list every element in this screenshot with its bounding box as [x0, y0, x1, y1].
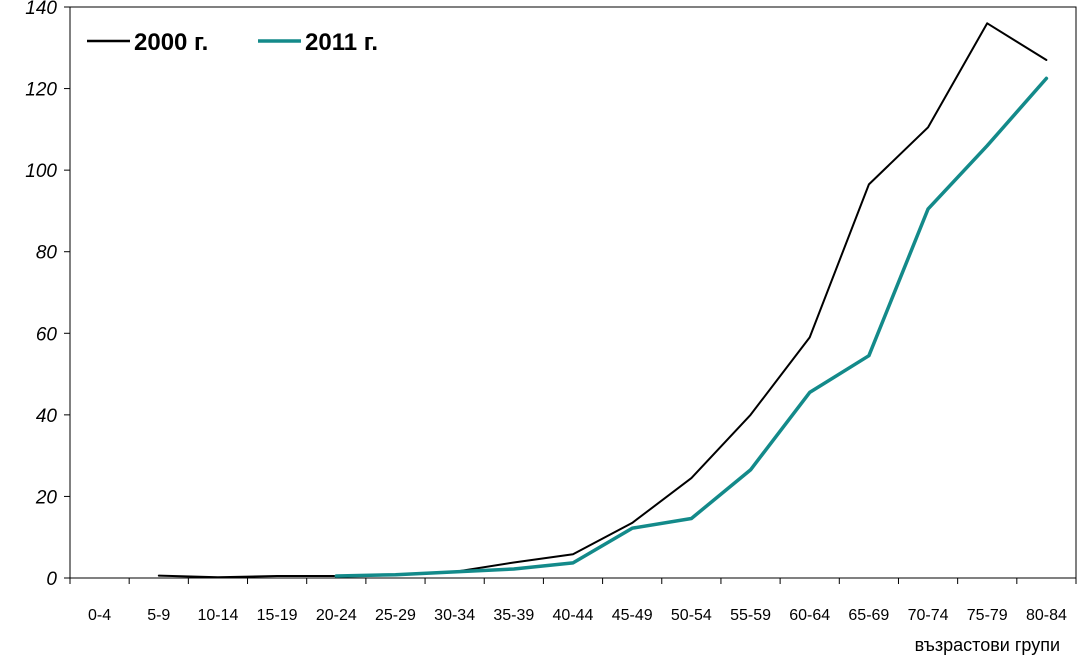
x-tick-label: 70-74 [908, 607, 949, 624]
x-tick-label: 0-4 [88, 607, 111, 624]
x-tick-label: 25-29 [375, 607, 416, 624]
x-tick-label: 50-54 [671, 607, 712, 624]
series-line-1 [157, 22, 1048, 579]
x-tick-label: 65-69 [848, 607, 889, 624]
plot-frame [69, 6, 1077, 579]
x-axis-label: възрастови групи [915, 635, 1060, 655]
x-tick-label: 5-9 [147, 607, 170, 624]
legend-label-2: 2011 г. [305, 29, 378, 56]
x-tick-label: 75-79 [967, 607, 1008, 624]
y-tick-label: 80 [36, 243, 58, 264]
x-tick-label: 55-59 [730, 607, 771, 624]
y-tick-label: 40 [36, 406, 58, 427]
series-lines [157, 22, 1049, 579]
x-tick-label: 35-39 [493, 607, 534, 624]
x-tick-label: 80-84 [1026, 607, 1067, 624]
y-tick-label: 140 [25, 0, 57, 19]
x-tick-label: 10-14 [197, 607, 238, 624]
x-axis-ticks: 0-4 5-9 10-14 15-19 20-24 25-29 30-34 35-39 40-4… [69, 578, 1077, 624]
legend: 2000 г. 2011 г. [87, 29, 378, 56]
x-tick-label: 60-64 [789, 607, 830, 624]
legend-label-1: 2000 г. [134, 29, 208, 56]
y-tick-label: 20 [35, 487, 58, 508]
y-tick-label: 0 [46, 569, 57, 590]
chart-axes [69, 6, 1077, 579]
x-tick-label: 15-19 [257, 607, 298, 624]
x-tick-label: 40-44 [553, 607, 594, 624]
x-tick-label: 45-49 [612, 607, 653, 624]
series-line-2 [334, 76, 1049, 578]
y-axis-ticks: 0 20 40 60 80 100 120 140 [25, 0, 70, 590]
y-tick-label: 100 [25, 161, 57, 182]
y-tick-label: 60 [36, 324, 58, 345]
x-tick-label: 30-34 [434, 607, 475, 624]
y-tick-label: 120 [25, 80, 57, 101]
x-tick-label: 20-24 [316, 607, 357, 624]
